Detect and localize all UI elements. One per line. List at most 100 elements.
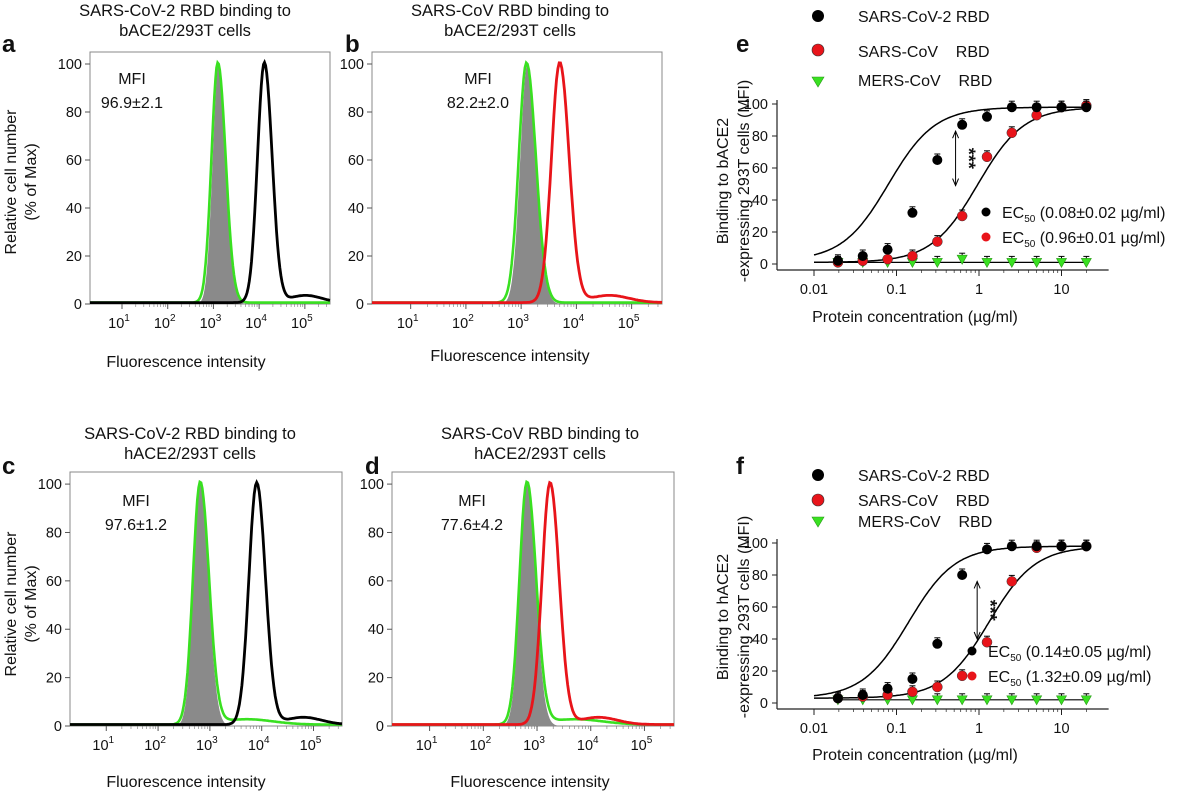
xtick-label-d: 103	[523, 735, 545, 754]
xtick-base: 10	[196, 738, 212, 754]
ytick-label-b: 80	[348, 105, 364, 121]
ytick-label-a: 40	[66, 201, 82, 217]
xtick-exp: 4	[261, 313, 267, 324]
data-point-e-merscov	[931, 258, 943, 269]
panel-c: c SARS-CoV-2 RBD binding to hACE2/293T c…	[2, 425, 343, 791]
xlabel-b: Fluorescence intensity	[430, 348, 589, 365]
ylabel-c-line2: (% of Max)	[23, 565, 40, 642]
fit-curve-e-sarscov2	[813, 106, 1091, 256]
xtick-exp: 1	[109, 735, 115, 746]
xtick-base: 10	[577, 738, 593, 754]
ytick-label-a: 60	[66, 153, 82, 169]
data-point-e-sarscov2	[907, 207, 918, 218]
xtick-label-d: 105	[631, 735, 653, 754]
data-point-e-sarscov	[956, 210, 968, 222]
xtick-base: 10	[144, 738, 160, 754]
data-point-f-merscov	[1006, 695, 1018, 706]
xtick-base: 10	[631, 738, 647, 754]
data-point-f-sarscov2	[907, 674, 918, 684]
significance-arrowhead-bottom-f	[973, 631, 981, 641]
xtick-base: 10	[523, 738, 539, 754]
ec50-e-2-pre: EC	[1002, 230, 1024, 247]
data-point-f-sarscov	[1006, 576, 1018, 587]
xtick-label-c: 102	[144, 735, 166, 754]
data-point-f-merscov	[1055, 695, 1068, 706]
legend-e-merscov: MERS-CoV RBD	[858, 73, 992, 90]
ytick-label-b: 60	[348, 153, 364, 169]
ec50-f-1-sub: 50	[1010, 653, 1022, 664]
ytick-label-a: 20	[66, 249, 82, 265]
data-point-f-sarscov2	[882, 683, 893, 694]
xtick-exp: 3	[216, 313, 222, 324]
ytick-label-e: 0	[760, 257, 768, 273]
data-point-f-sarscov2	[1081, 541, 1092, 552]
ytick-label-f: 0	[760, 696, 768, 712]
xtick-label-a: 102	[154, 313, 176, 332]
ytick-label-a: 80	[66, 105, 82, 121]
data-point-f-sarscov	[956, 670, 968, 682]
xtick-label-c: 105	[300, 735, 322, 754]
legend-f: SARS-CoV-2 RBD SARS-CoV RBD MERS-CoV RBD	[811, 468, 992, 531]
ec50-e-2-sub: 50	[1024, 239, 1036, 250]
legend-e-marker-sarscov	[811, 43, 825, 57]
histogram-sample-b	[372, 61, 663, 305]
xlabel-a: Fluorescence intensity	[106, 354, 265, 371]
title-c-line1: SARS-CoV-2 RBD binding to	[84, 425, 296, 443]
ec50-e-1: EC50 (0.08±0.02 µg/ml) EC50 (0.96±0.01 µ…	[981, 205, 1165, 250]
xtick-label-e: 0.01	[800, 282, 828, 298]
xtick-base: 10	[245, 316, 261, 332]
data-point-f-merscov	[956, 695, 968, 706]
legend-e-sarscov: SARS-CoV RBD	[858, 44, 990, 61]
ytick-label-b: 100	[340, 57, 364, 73]
data-point-f-sarscov2	[981, 544, 992, 555]
data-point-f-sarscov2	[1031, 541, 1042, 552]
mfi-label-a: MFI	[118, 71, 146, 88]
panel-label-b: b	[345, 31, 360, 58]
xtick-exp: 4	[579, 313, 585, 324]
panel-a: a SARS-CoV-2 RBD binding to bACE2/293T c…	[2, 2, 331, 371]
mfi-value-a: 96.9±2.1	[101, 95, 163, 112]
xtick-base: 10	[563, 316, 579, 332]
ec50-e-1-val: (0.08±0.02 µg/ml)	[1035, 205, 1165, 222]
dose-response-f: 0 20 40 60 80 100 0.01 0.1 1 10 ***	[744, 536, 1109, 737]
xtick-label-d: 104	[577, 735, 599, 754]
xtick-label-a: 104	[245, 313, 267, 332]
panel-f: f SARS-CoV-2 RBD SARS-CoV RBD MERS-CoV R…	[715, 453, 1151, 764]
data-point-f-sarscov	[907, 686, 918, 698]
ec50-f-2-sub: 50	[1010, 678, 1022, 689]
ytick-label-b: 40	[348, 201, 364, 217]
xtick-exp: 1	[413, 313, 419, 324]
xtick-label-f: 1	[975, 721, 983, 737]
data-point-e-sarscov2	[1031, 102, 1042, 113]
ytick-label-d: 20	[368, 671, 384, 687]
data-point-f-sarscov	[932, 681, 943, 693]
xtick-base: 10	[618, 316, 634, 332]
ec50-f-1-text: EC50 (0.14±0.05 µg/ml)	[988, 644, 1151, 664]
xtick-base: 10	[300, 738, 316, 754]
data-point-e-merscov	[956, 254, 968, 265]
panel-label-a: a	[2, 31, 16, 58]
xtick-exp: 2	[468, 313, 474, 324]
ylabel-e-line1: Binding to bACE2	[715, 118, 732, 244]
xtick-base: 10	[200, 316, 216, 332]
ylabel-e-line2: -expressing 293T cells (MFI)	[736, 80, 753, 282]
panel-e: e SARS-CoV-2 RBD SARS-CoV RBD MERS-CoV R…	[715, 9, 1165, 326]
xlabel-e: Protein concentration (µg/ml)	[812, 309, 1018, 326]
fit-curve-f-sarscov2	[813, 545, 1091, 697]
histogram-control-gray-d	[392, 484, 674, 726]
ytick-label-d: 40	[368, 622, 384, 638]
xtick-label-c: 101	[92, 735, 114, 754]
data-point-f-merscov	[1080, 695, 1092, 706]
legend-f-marker-sarscov2	[812, 469, 824, 481]
title-b-line1: SARS-CoV RBD binding to	[411, 2, 609, 20]
ytick-label-d: 100	[360, 477, 384, 493]
mfi-label-d: MFI	[458, 493, 486, 510]
ec50-e-2-text: EC50 (0.96±0.01 µg/ml)	[1002, 230, 1165, 250]
xtick-base: 10	[291, 316, 307, 332]
xtick-label-c: 104	[248, 735, 270, 754]
title-b-line2: bACE2/293T cells	[444, 22, 576, 40]
ytick-label-c: 20	[46, 671, 62, 687]
histogram-sample-d	[392, 480, 674, 726]
